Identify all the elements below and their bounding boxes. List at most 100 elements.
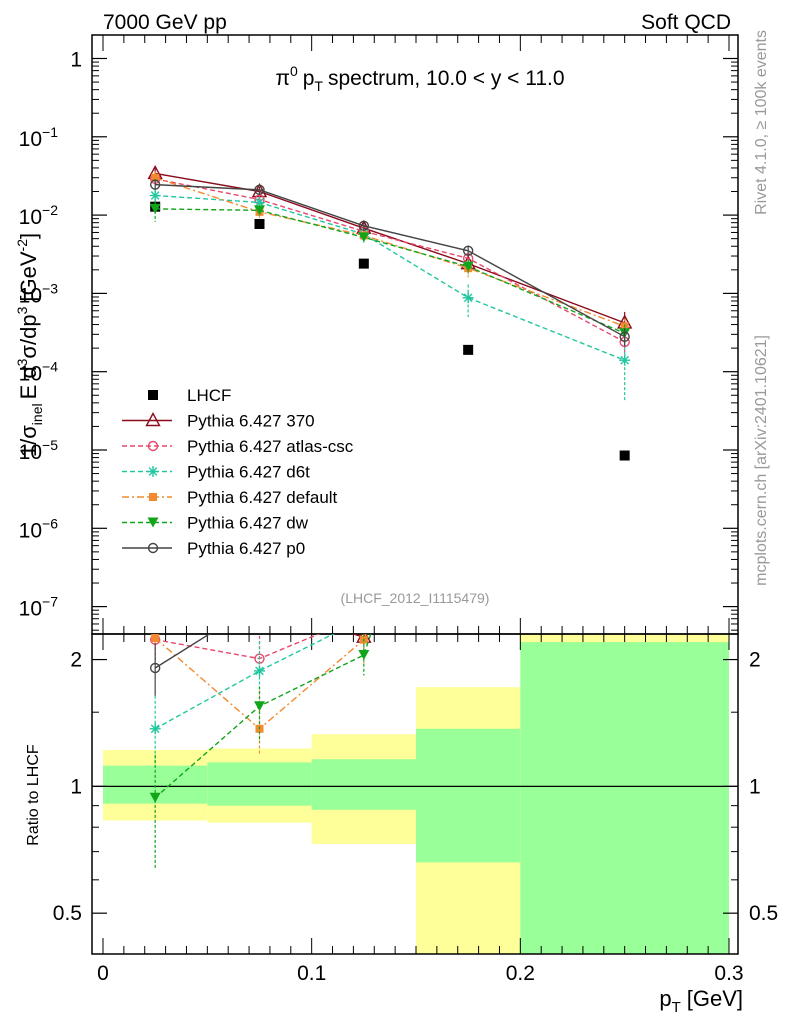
series-line-6 <box>155 183 626 338</box>
ratio-y-tick-label-right: 1 <box>749 775 761 798</box>
point-5-1 <box>254 205 265 216</box>
series-4 <box>151 171 629 336</box>
y-tick-exponent: −5 <box>42 437 58 453</box>
legend: LHCF Pythia 6.427 370 Pythia 6.427 atlas-c… <box>122 386 354 558</box>
y-tick-exponent: −1 <box>42 124 58 140</box>
ratio-point-2-0 <box>149 723 161 735</box>
point-3-0-stroke <box>150 191 160 200</box>
y-tick-exponent: −3 <box>42 280 58 296</box>
legend-entry-2: Pythia 6.427 atlas-csc <box>122 437 354 456</box>
legend-entry-4: Pythia 6.427 default <box>122 488 338 507</box>
x-tick-label: 0 <box>97 962 109 985</box>
point-5-3 <box>462 261 474 272</box>
green-band-1 <box>207 762 312 806</box>
legend-marker-0 <box>148 390 158 400</box>
y-tick-label: 10−7 <box>19 594 59 621</box>
legend-marker-6 <box>147 542 159 554</box>
y-tick-label: 10−2 <box>19 202 59 229</box>
header-right: Soft QCD <box>641 11 731 34</box>
y-tick-exponent: −7 <box>42 594 58 610</box>
ratio-point-4-0 <box>149 792 161 803</box>
point-3-4-stroke <box>620 355 630 365</box>
ratio-axes: 0 0.1 0.2 0.3 0.5 0.5 1 1 2 2 <box>53 634 778 985</box>
ratio-point-2-0-stroke <box>150 724 160 734</box>
y-tick-exponent: −6 <box>42 515 58 531</box>
ratio-point-2-1-stroke <box>255 666 264 676</box>
green-band-3 <box>416 728 521 863</box>
point-3-3-stroke <box>463 293 473 303</box>
ratio-frame <box>91 633 739 955</box>
legend-label-1: Pythia 6.427 370 <box>187 412 315 431</box>
legend-label-5: Pythia 6.427 dw <box>187 514 309 533</box>
series-2 <box>149 173 630 358</box>
point-6-3 <box>462 245 474 256</box>
series-line-3 <box>155 194 625 361</box>
point-6-1 <box>254 184 265 196</box>
x-tick-label: 0.2 <box>506 962 535 985</box>
y-tick-label: 10−6 <box>19 515 59 542</box>
legend-marker-5 <box>147 517 159 528</box>
y-tick-label: 10−1 <box>19 124 59 151</box>
legend-entry-0: LHCF <box>148 386 231 405</box>
x-tick-label: 0.3 <box>714 962 743 985</box>
series-line-5 <box>155 208 625 334</box>
legend-label-6: Pythia 6.427 p0 <box>187 539 305 558</box>
ratio-point-5-0 <box>149 662 161 674</box>
main-axes: 110−710−610−510−410−310−210−1 <box>19 35 738 634</box>
ratio-point-4-1 <box>254 701 265 712</box>
point-0-4 <box>619 450 630 461</box>
point-4-0 <box>151 173 160 182</box>
y-tick-label: 10−4 <box>19 359 59 386</box>
point-3-1-stroke <box>255 198 264 207</box>
point-0-1 <box>254 218 265 229</box>
legend-label-0: LHCF <box>187 386 231 405</box>
point-0-2 <box>358 258 369 269</box>
ratio-uncertainty-bands <box>103 634 729 954</box>
ratio-line-3 <box>154 634 367 730</box>
green-band-4 <box>520 642 729 954</box>
ratio-series-1 <box>149 634 321 678</box>
y-tick-exponent: −4 <box>42 359 58 375</box>
legend-marker-2 <box>147 440 159 452</box>
y-tick-exponent: −2 <box>42 202 58 218</box>
point-3-0 <box>149 189 161 201</box>
point-5-2 <box>358 232 370 243</box>
legend-entry-5: Pythia 6.427 dw <box>122 514 309 533</box>
chart-title: π0 pT spectrum, 10.0 < y < 11.0 <box>275 63 564 94</box>
green-band-2 <box>311 759 416 810</box>
series-line-1 <box>155 172 625 324</box>
legend-label-4: Pythia 6.427 default <box>187 488 338 507</box>
series-5 <box>149 200 631 344</box>
legend-marker-3 <box>147 466 159 477</box>
ratio-y-tick-label-left: 2 <box>70 649 82 672</box>
legend-label-2: Pythia 6.427 atlas-csc <box>187 437 354 456</box>
series-6 <box>149 179 630 347</box>
point-0-3 <box>463 344 474 355</box>
ratio-line-4 <box>154 634 372 799</box>
ratio-point-3-0 <box>151 634 160 643</box>
ratio-point-4-2 <box>358 650 370 661</box>
ratio-series-4 <box>149 634 372 868</box>
ratio-series-5 <box>149 634 211 696</box>
x-tick-label: 0.1 <box>297 962 326 985</box>
ratio-y-tick-label-right: 2 <box>749 649 761 672</box>
legend-entry-1: Pythia 6.427 370 <box>122 412 315 431</box>
legend-entry-6: Pythia 6.427 p0 <box>122 539 305 558</box>
y-tick-label-1: 1 <box>70 48 82 71</box>
point-6-0 <box>149 179 161 190</box>
ratio-y-tick-label-right: 0.5 <box>749 902 778 925</box>
legend-marker-4 <box>149 493 157 501</box>
ratio-point-2-1 <box>254 665 265 677</box>
main-series <box>147 165 633 461</box>
series-line-2 <box>155 178 625 343</box>
header-left: 7000 GeV pp <box>103 11 227 34</box>
point-3-3 <box>462 292 474 304</box>
x-axis-label: pT [GeV] <box>659 986 743 1016</box>
ratio-y-tick-label-left: 0.5 <box>53 902 82 925</box>
ratio-y-tick-label-left: 1 <box>70 775 82 798</box>
ratio-series-inner <box>149 634 372 868</box>
legend-marker-3-stroke <box>148 467 158 476</box>
legend-label-3: Pythia 6.427 d6t <box>187 463 310 482</box>
point-5-0 <box>149 203 161 214</box>
